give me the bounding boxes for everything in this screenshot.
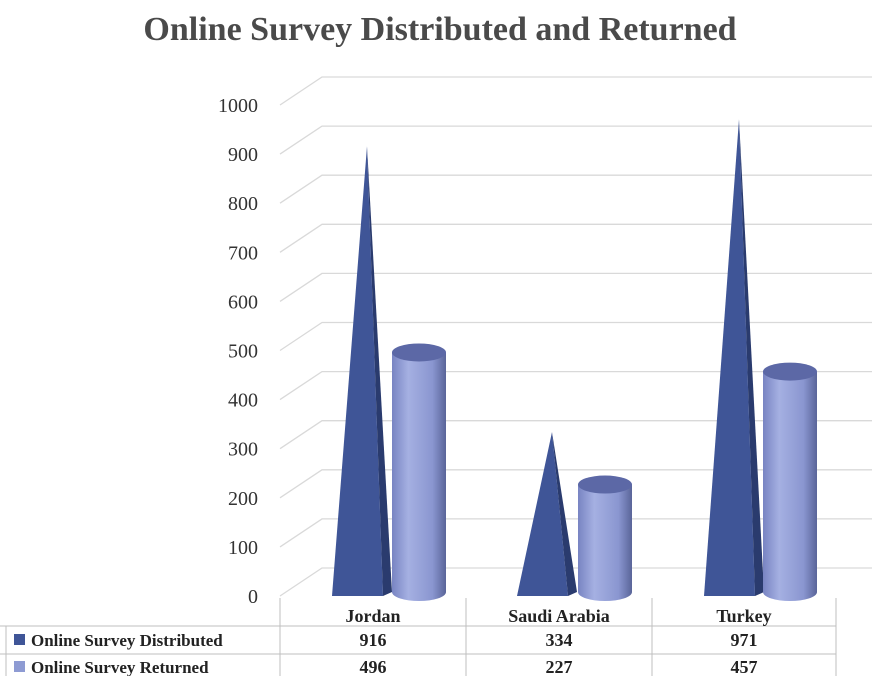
legend-label: Online Survey Distributed	[31, 631, 223, 650]
data-table: Jordan Saudi Arabia Turkey Online Survey Di…	[0, 598, 837, 676]
gridline	[279, 518, 872, 548]
legend-swatch	[14, 634, 25, 645]
data-label: 971	[731, 630, 758, 650]
gridline	[279, 420, 872, 450]
data-label: 334	[546, 630, 573, 650]
pyramid-front-face	[332, 146, 383, 596]
gridline	[279, 174, 872, 204]
y-tick-label: 100	[228, 537, 258, 559]
y-tick-label: 300	[228, 439, 258, 461]
data-label: 916	[360, 630, 387, 650]
bar-returned-saudi-arabia	[578, 475, 632, 601]
y-axis-ticks: 0 100 200 300 400 500 600 700 800 900 1000	[218, 95, 258, 608]
y-tick-label: 700	[228, 242, 258, 264]
gridline	[279, 370, 872, 401]
data-label: 457	[731, 657, 758, 676]
bar-distributed-turkey	[704, 119, 764, 596]
gridline	[279, 125, 872, 155]
gridline	[279, 321, 872, 352]
bar-returned-jordan	[392, 343, 446, 601]
pyramid-front-face	[517, 432, 568, 596]
pyramid-side-face	[739, 119, 764, 596]
y-tick-label: 600	[228, 291, 258, 313]
chart-title: Online Survey Distributed and Returned	[143, 11, 736, 48]
data-label: 227	[546, 657, 573, 676]
legend-swatch	[14, 661, 25, 672]
data-label: 496	[360, 657, 387, 676]
gridlines	[279, 76, 872, 597]
chart-marks	[332, 119, 817, 601]
bar-returned-turkey	[763, 362, 817, 601]
bar-distributed-jordan	[332, 146, 392, 596]
y-tick-label: 400	[228, 390, 258, 412]
legend-label: Online Survey Returned	[31, 658, 209, 676]
gridline	[279, 469, 872, 499]
bar-distributed-saudi-arabia	[517, 432, 577, 596]
cylinder-body	[578, 484, 632, 601]
x-tick-label: Saudi Arabia	[508, 606, 610, 626]
x-tick-label: Jordan	[345, 606, 400, 626]
y-tick-label: 0	[248, 586, 258, 608]
cylinder-body	[763, 371, 817, 601]
cylinder-body	[392, 352, 446, 601]
cylinder-top	[763, 362, 817, 381]
y-tick-label: 200	[228, 488, 258, 510]
pyramid-side-face	[552, 432, 577, 596]
y-tick-label: 1000	[218, 95, 258, 117]
gridline	[279, 272, 872, 302]
y-tick-label: 800	[228, 193, 258, 215]
gridline	[279, 567, 872, 597]
cylinder-top	[392, 343, 446, 362]
y-tick-label: 500	[228, 341, 258, 363]
cylinder-top	[578, 475, 632, 494]
pyramid-front-face	[704, 119, 755, 596]
pyramid-side-face	[367, 146, 392, 596]
x-tick-label: Turkey	[716, 606, 771, 626]
y-tick-label: 900	[228, 144, 258, 166]
gridline	[279, 76, 872, 106]
gridline	[279, 223, 872, 253]
